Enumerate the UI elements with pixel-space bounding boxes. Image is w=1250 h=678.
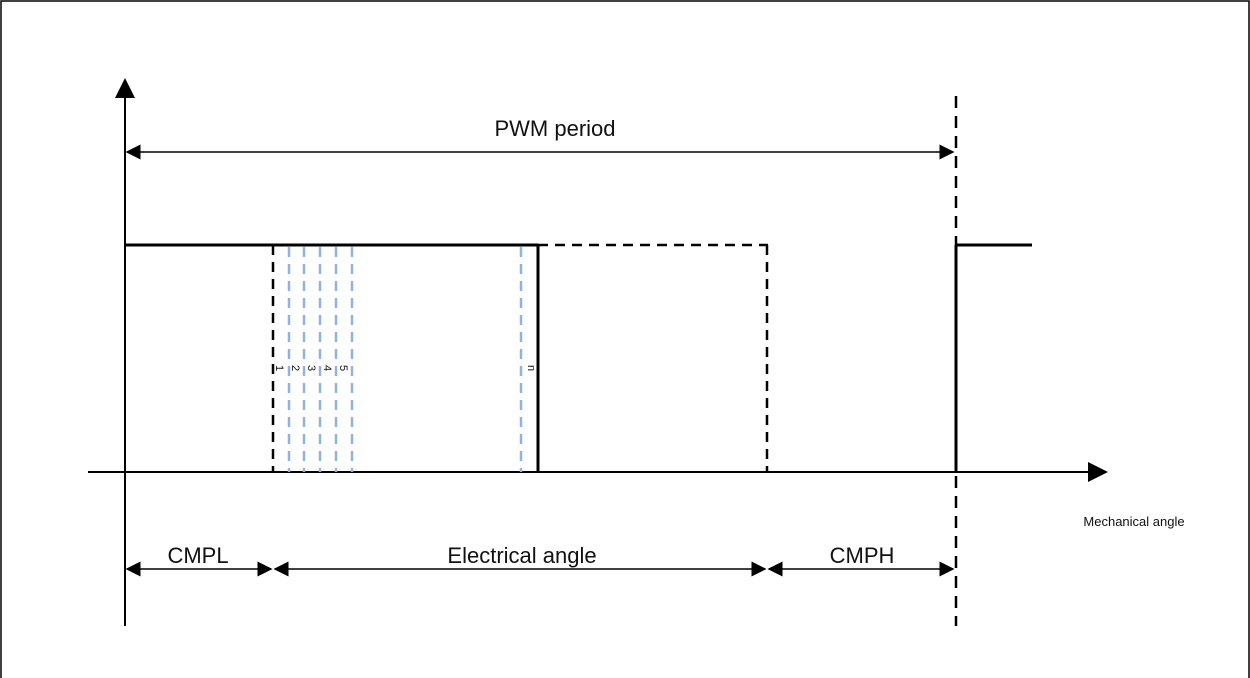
sample-marker-3: 3 [305,365,317,371]
sample-marker-n: n [525,365,537,371]
sample-marker-4: 4 [321,365,333,371]
sample-marker-2: 2 [289,365,301,371]
sample-marker-1: 1 [273,365,285,371]
mechanical-angle-label: Mechanical angle [1083,514,1184,529]
cmph-label: CMPH [830,543,895,568]
pwm-period-label: PWM period [494,116,615,141]
sample-lines [287,247,523,472]
electrical-angle-label: Electrical angle [447,543,596,568]
sample-marker-5: 5 [337,365,349,371]
cmpl-label: CMPL [167,543,228,568]
